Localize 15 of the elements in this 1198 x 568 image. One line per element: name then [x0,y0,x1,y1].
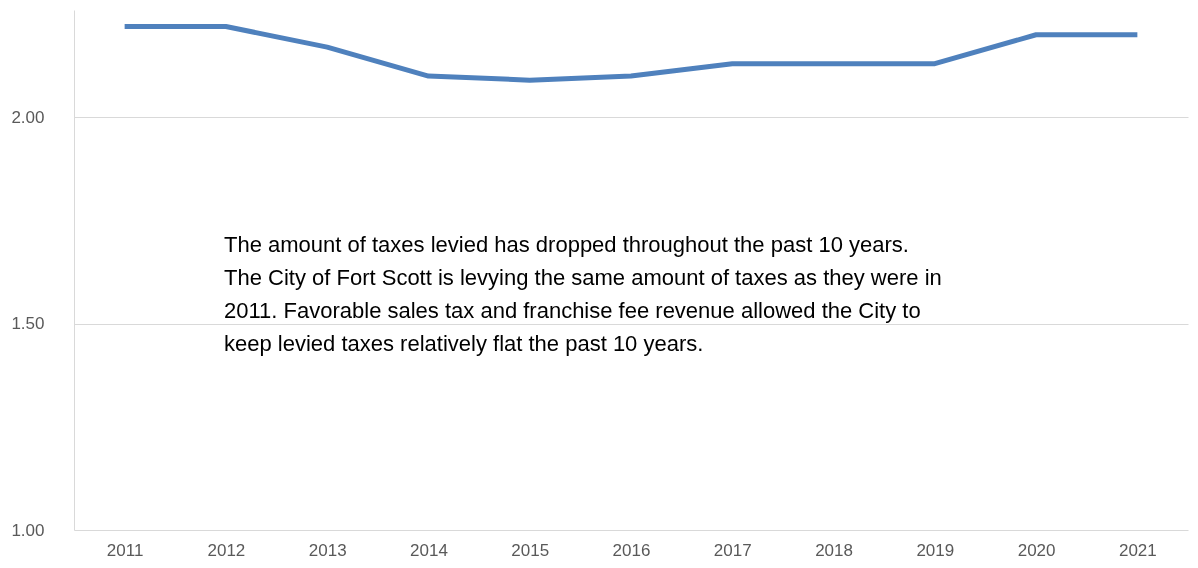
annotation: The amount of taxes levied has dropped throughout the past 10 years. The City of Fort Scott is levying the same amount of taxes as they were in 2011. Favorable sales tax and franchise fee revenue allowed the City to keep levied taxes relatively flat the past 10 years. [224,232,942,356]
x-tick-label: 2012 [207,540,246,560]
y-tick-label: 1.50 [11,314,45,334]
x-tick-label: 2017 [713,540,752,560]
x-tick-label: 2020 [1017,540,1056,560]
x-tick-label: 2019 [916,540,955,560]
x-tick-label: 2011 [106,540,144,560]
x-tick-label: 2018 [815,540,853,560]
x-tick-label: 2015 [511,540,550,560]
y-tick-label: 1.00 [11,520,45,540]
x-tick-label: 2014 [410,540,448,560]
x-tick-label: 2013 [308,540,347,560]
x-tick-label: 2016 [612,540,651,560]
x-tick-label: 2021 [1118,540,1157,560]
y-tick-label: 2.00 [11,107,45,127]
